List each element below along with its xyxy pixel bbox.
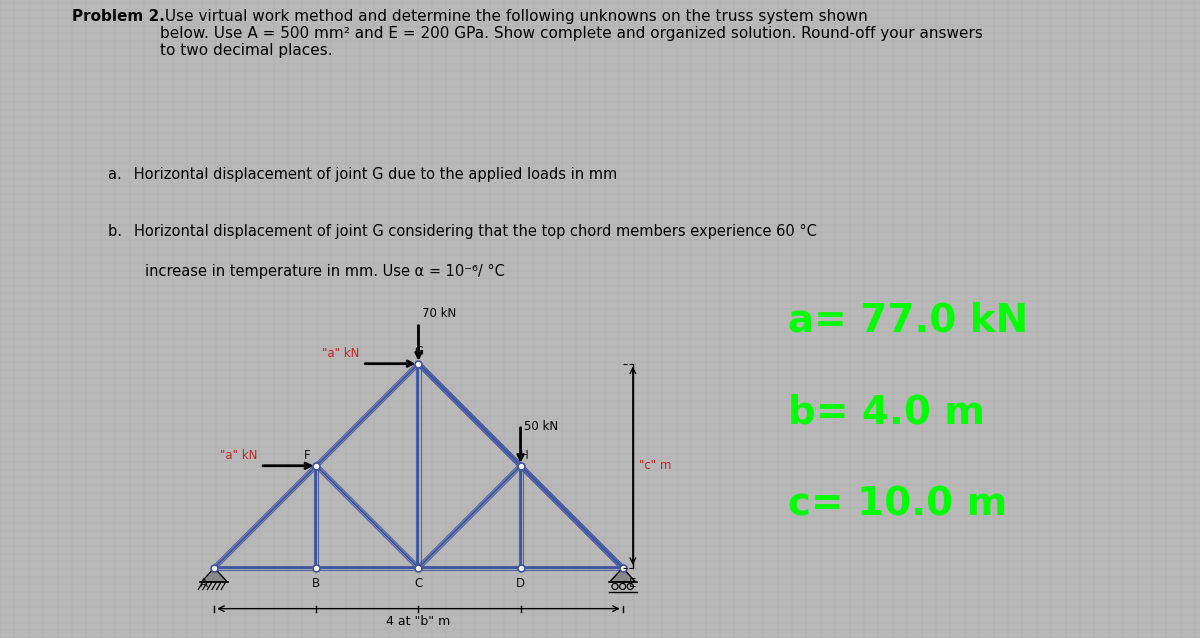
Text: "a" kN: "a" kN [323, 347, 360, 360]
Text: D: D [516, 577, 526, 590]
Text: 50 kN: 50 kN [524, 420, 558, 433]
Text: 70 kN: 70 kN [422, 308, 456, 320]
Text: a= 77.0 kN: a= 77.0 kN [788, 302, 1028, 339]
Text: Use virtual work method and determine the following unknowns on the truss system: Use virtual work method and determine th… [160, 9, 983, 59]
Text: increase in temperature in mm. Use α = 10⁻⁶/ °C: increase in temperature in mm. Use α = 1… [108, 264, 505, 279]
Text: E: E [629, 577, 636, 590]
Text: a.  Horizontal displacement of joint G due to the applied loads in mm: a. Horizontal displacement of joint G du… [108, 167, 617, 182]
Text: C: C [414, 577, 422, 590]
Text: F: F [304, 449, 311, 462]
Text: 4 at "b" m: 4 at "b" m [386, 615, 451, 628]
Text: G: G [414, 345, 424, 358]
Text: b= 4.0 m: b= 4.0 m [788, 393, 985, 431]
Text: "c" m: "c" m [640, 459, 672, 472]
Text: A: A [200, 577, 208, 590]
Text: c= 10.0 m: c= 10.0 m [788, 485, 1008, 523]
Polygon shape [202, 568, 227, 582]
Text: b.  Horizontal displacement of joint G considering that the top chord members ex: b. Horizontal displacement of joint G co… [108, 224, 817, 239]
Text: H: H [520, 449, 529, 462]
Text: "a" kN: "a" kN [221, 449, 258, 462]
Polygon shape [610, 568, 636, 582]
Text: Problem 2.: Problem 2. [72, 9, 164, 24]
Text: B: B [312, 577, 320, 590]
